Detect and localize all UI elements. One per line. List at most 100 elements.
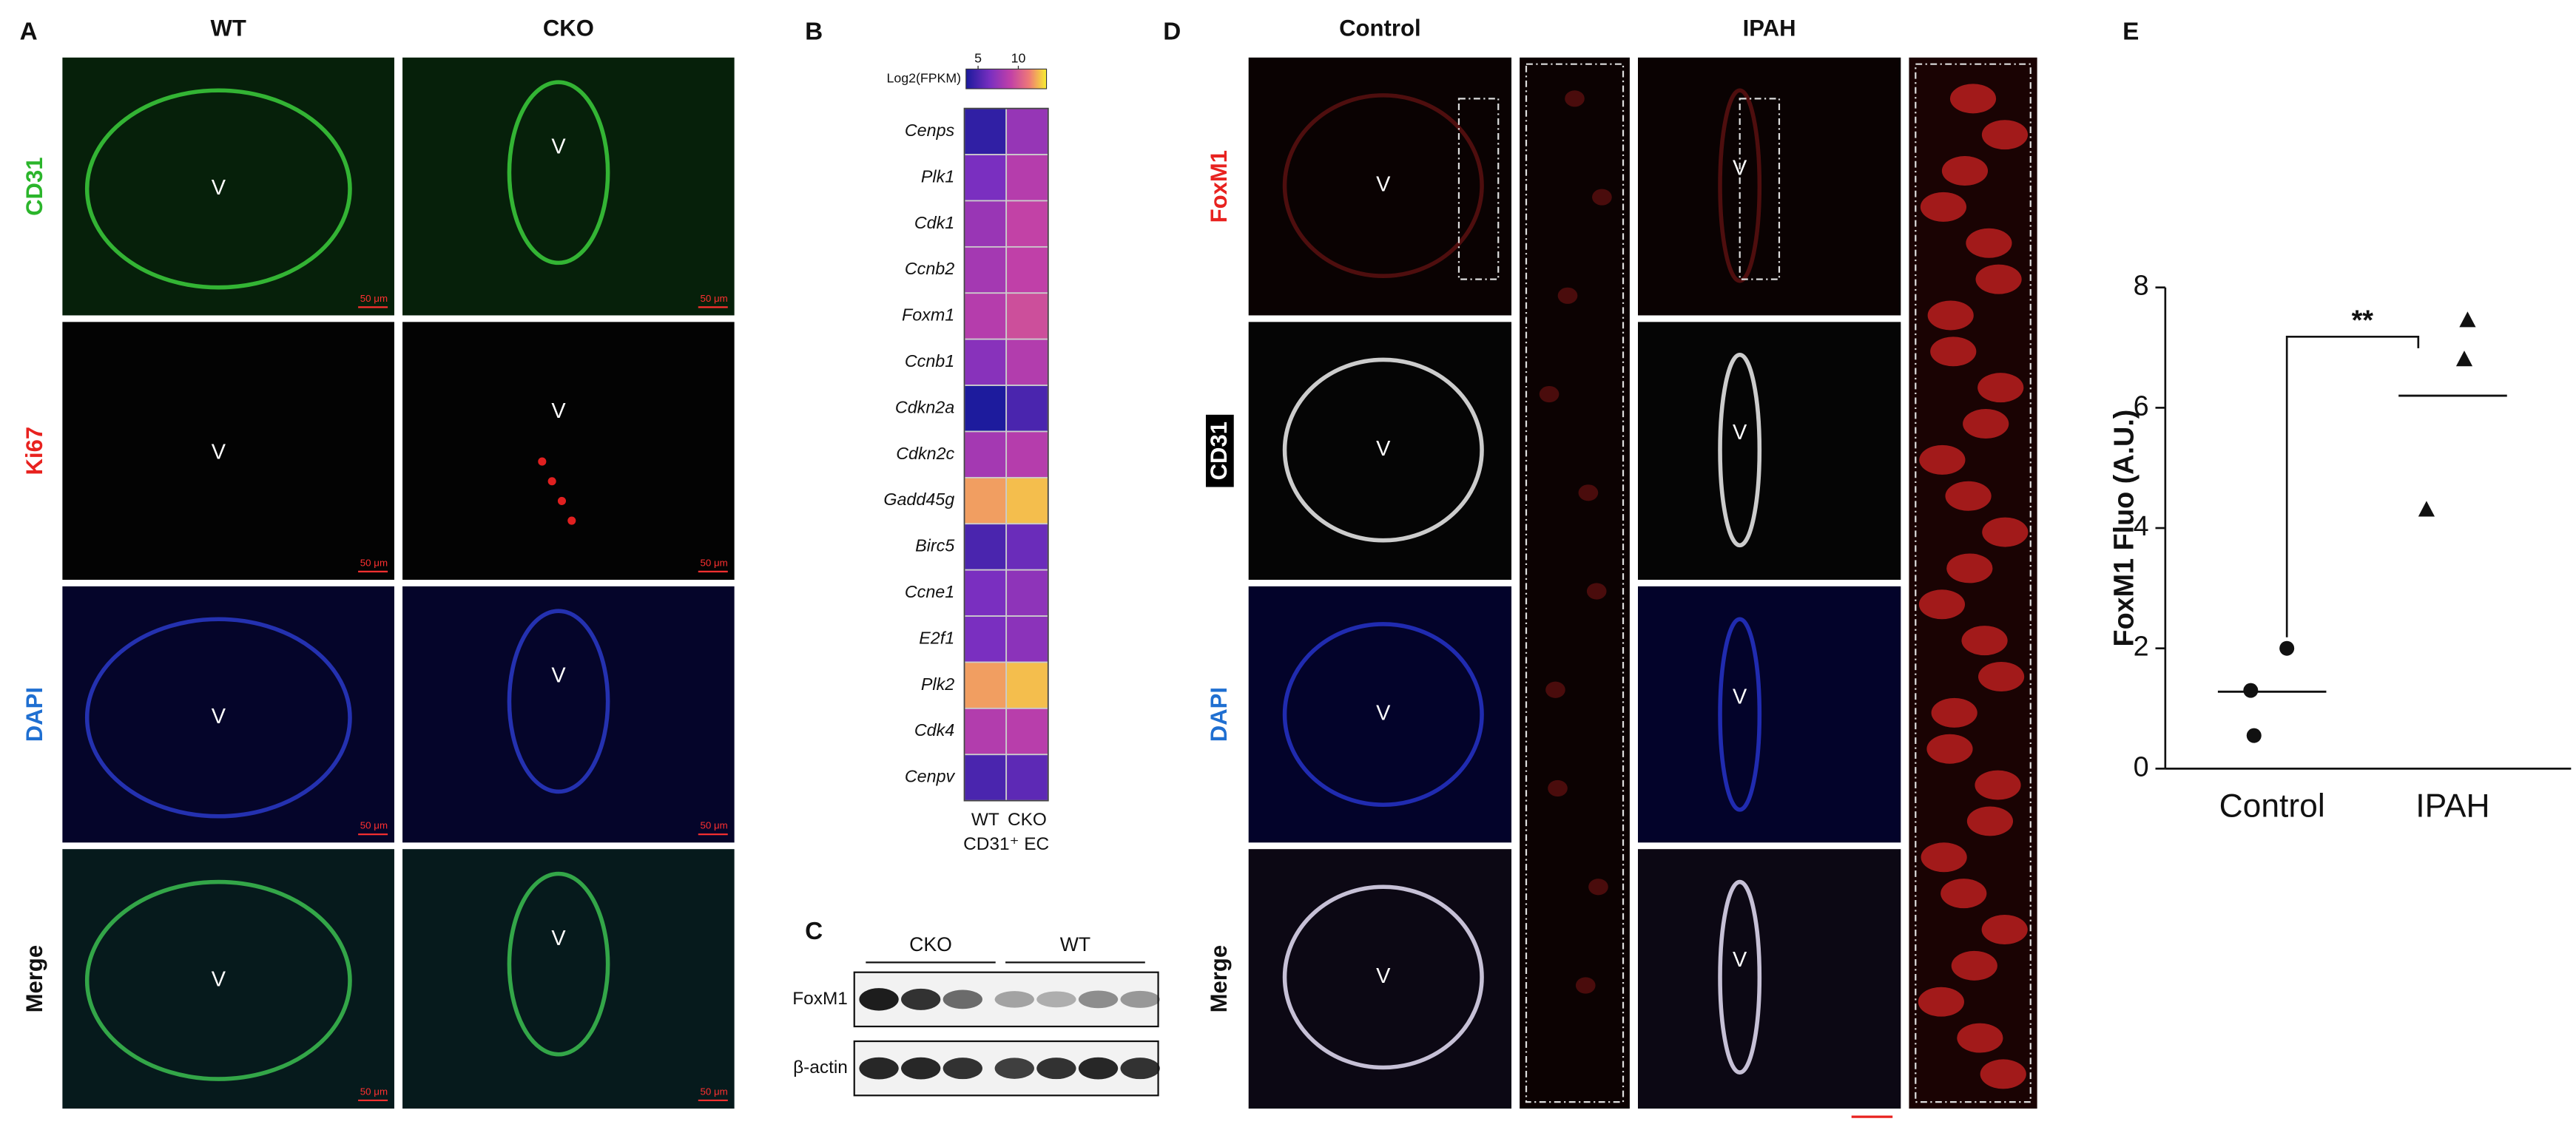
gene-label: Cenpv xyxy=(905,767,956,786)
vessel-outline xyxy=(507,871,610,1057)
gene-label: Cdkn2c xyxy=(896,444,954,463)
heatmap-cell xyxy=(1005,661,1049,709)
ki67-dot xyxy=(547,477,556,486)
heatmap-xlabel: CD31⁺ EC xyxy=(963,834,1049,854)
blot-band xyxy=(859,988,899,1011)
scale-bar-label: 50 μm xyxy=(700,557,727,568)
scale-bar-label: 50 μm xyxy=(700,1086,727,1097)
zoom-box xyxy=(1739,98,1781,280)
vessel-label: V xyxy=(1733,685,1747,708)
foxm1-signal xyxy=(1592,189,1612,206)
foxm1-signal xyxy=(1982,517,2029,547)
vessel-label: V xyxy=(551,135,566,159)
heatmap-cell xyxy=(1005,200,1049,248)
y-tick-label: 0 xyxy=(2134,751,2149,782)
foxm1-signal xyxy=(1941,156,1989,186)
vessel-label: V xyxy=(551,664,566,688)
y-tick-label: 4 xyxy=(2134,510,2149,541)
vessel-outline xyxy=(1282,622,1484,807)
blot-band xyxy=(859,1057,899,1080)
foxm1-signal xyxy=(1931,697,1977,728)
micrograph xyxy=(1248,57,1512,316)
y-tick-label: 8 xyxy=(2134,270,2149,301)
vessel-outline xyxy=(1282,884,1484,1070)
column-title: IPAH xyxy=(1743,15,1796,41)
foxm1-signal xyxy=(1927,300,1974,331)
foxm1-signal xyxy=(1919,444,1966,475)
heatmap-column-label: CKO xyxy=(1008,810,1047,830)
vessel-label: V xyxy=(1376,437,1391,461)
gene-label: Plk2 xyxy=(921,674,954,694)
foxm1-signal xyxy=(1966,228,2012,258)
heatmap-cell xyxy=(1005,430,1049,478)
vessel-label: V xyxy=(212,967,226,991)
heatmap-cell xyxy=(1005,385,1049,433)
row-label: FoxM1 xyxy=(1206,150,1232,223)
vessel-label: V xyxy=(212,705,226,728)
panel-label: E xyxy=(2122,18,2139,45)
vessel-outline xyxy=(1718,879,1762,1075)
colorbar-tick-label: 10 xyxy=(1011,51,1026,66)
vessel-label: V xyxy=(1376,964,1391,988)
vessel-outline xyxy=(1282,357,1484,543)
foxm1-signal xyxy=(1946,553,1993,583)
panel-label: B xyxy=(805,18,823,45)
heatmap-cell xyxy=(963,661,1008,709)
blot-band xyxy=(994,1058,1034,1079)
foxm1-signal xyxy=(1966,806,2014,836)
ki67-dot xyxy=(557,496,567,505)
foxm1-signal xyxy=(1545,681,1565,698)
heatmap-cell xyxy=(1005,476,1049,525)
column-title: Control xyxy=(1339,15,1420,41)
heatmap-cell xyxy=(963,615,1008,663)
micrograph xyxy=(1248,849,1512,1109)
foxm1-signal xyxy=(1918,987,1964,1017)
heatmap-cell xyxy=(1005,523,1049,571)
significance-bracket xyxy=(2285,335,2420,637)
gene-label: Ccne1 xyxy=(905,582,954,601)
foxm1-signal xyxy=(1921,842,1967,873)
data-point xyxy=(2243,683,2259,698)
heatmap-cell xyxy=(963,476,1008,525)
foxm1-signal xyxy=(1957,1023,2003,1053)
micrograph xyxy=(62,586,394,843)
micrograph xyxy=(402,322,735,580)
heatmap-cell xyxy=(963,754,1008,802)
colorbar xyxy=(965,68,1048,89)
micrograph xyxy=(1638,322,1901,580)
row-label: DAPI xyxy=(1206,687,1232,742)
gene-label: Ccnb1 xyxy=(905,351,954,371)
foxm1-signal xyxy=(1565,90,1585,107)
y-tick-label: 6 xyxy=(2134,390,2149,421)
blot-band xyxy=(1036,1058,1076,1080)
vessel-outline xyxy=(1718,617,1762,812)
heatmap-cell xyxy=(1005,154,1049,202)
heatmap-cell xyxy=(1005,707,1049,756)
vessel-label: V xyxy=(1733,421,1747,444)
colorbar-title: Log2(FPKM) xyxy=(886,70,961,85)
zoom-border xyxy=(1525,63,1625,1103)
heatmap-cell xyxy=(1005,246,1049,294)
heatmap-cell xyxy=(1005,615,1049,663)
vessel-label: V xyxy=(212,441,226,464)
heatmap-cell xyxy=(1005,107,1049,155)
zoom-box xyxy=(1457,98,1500,280)
micrograph xyxy=(402,57,735,316)
scale-bar-label: 50 μm xyxy=(360,820,388,831)
heatmap-cell xyxy=(963,385,1008,433)
heatmap-cell xyxy=(963,707,1008,756)
scale-bar-label: 50 μm xyxy=(700,293,727,304)
panel-label: A xyxy=(20,18,38,45)
row-label: CD31 xyxy=(21,157,47,215)
blot-group-label: WT xyxy=(1060,933,1090,955)
blot-band xyxy=(901,1057,941,1080)
vessel-label: V xyxy=(1733,948,1747,972)
micrograph xyxy=(1248,322,1512,580)
heatmap-cell xyxy=(963,246,1008,294)
micrograph xyxy=(402,586,735,843)
heatmap-cell xyxy=(1005,292,1049,340)
scale-bar-label: 50 μm xyxy=(360,293,388,304)
gene-label: Gadd45g xyxy=(883,490,954,509)
foxm1-signal xyxy=(1930,336,1977,367)
foxm1-signal xyxy=(1975,264,2022,294)
